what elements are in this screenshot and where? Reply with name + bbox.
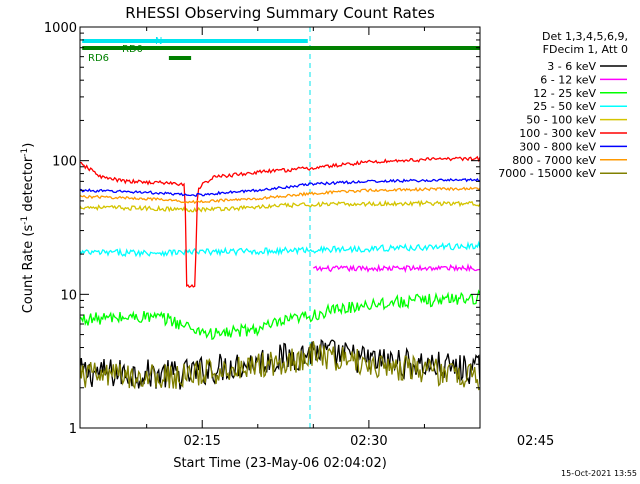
flag-label: RD0 [122, 44, 143, 55]
legend-header-line-2: FDecim 1, Att 0 [543, 43, 628, 56]
x-tick-label: 02:30 [350, 434, 387, 449]
series-line [80, 186, 480, 205]
series-line [80, 340, 480, 391]
series-line [313, 263, 480, 274]
y-tick-label: 1000 [44, 21, 77, 36]
x-tick-label: 02:15 [183, 434, 220, 449]
y-tick-label: 10 [60, 288, 77, 303]
legend: Det 1,3,4,5,6,9, FDecim 1, Att 0 3 - 6 k… [498, 30, 628, 180]
legend-entry-label: 7000 - 15000 keV [498, 167, 596, 180]
legend-entry-label: 100 - 300 keV [519, 127, 596, 140]
legend-entry-label: 50 - 100 keV [526, 114, 596, 127]
legend-entry-label: 12 - 25 keV [533, 87, 596, 100]
series-line [80, 177, 480, 198]
x-tick-label: 02:45 [517, 434, 554, 449]
legend-entry-label: 3 - 6 keV [547, 60, 596, 73]
legend-entry-label: 800 - 7000 keV [512, 154, 596, 167]
y-axis-label: Count Rate (s-1 detector-1) [20, 143, 36, 314]
series-line [80, 240, 480, 259]
legend-header-line-1: Det 1,3,4,5,6,9, [542, 30, 628, 43]
chart-title: RHESSI Observing Summary Count Rates [125, 4, 435, 22]
series-line [80, 155, 480, 289]
timestamp: 15-Oct-2021 13:55 [561, 469, 637, 478]
flag-label: RD6 [88, 53, 109, 64]
series-line [80, 199, 480, 213]
plot-frame [79, 26, 481, 429]
series-line [80, 289, 480, 340]
y-tick-label: 1 [69, 422, 77, 437]
legend-entry-label: 6 - 12 keV [540, 73, 596, 86]
flag-label: N [155, 36, 162, 47]
series-line [80, 338, 480, 390]
y-tick-label: 100 [52, 155, 77, 170]
legend-entry-label: 300 - 800 keV [519, 140, 596, 153]
legend-entry-label: 25 - 50 keV [533, 100, 596, 113]
x-axis-label: Start Time (23-May-06 02:04:02) [173, 456, 387, 471]
